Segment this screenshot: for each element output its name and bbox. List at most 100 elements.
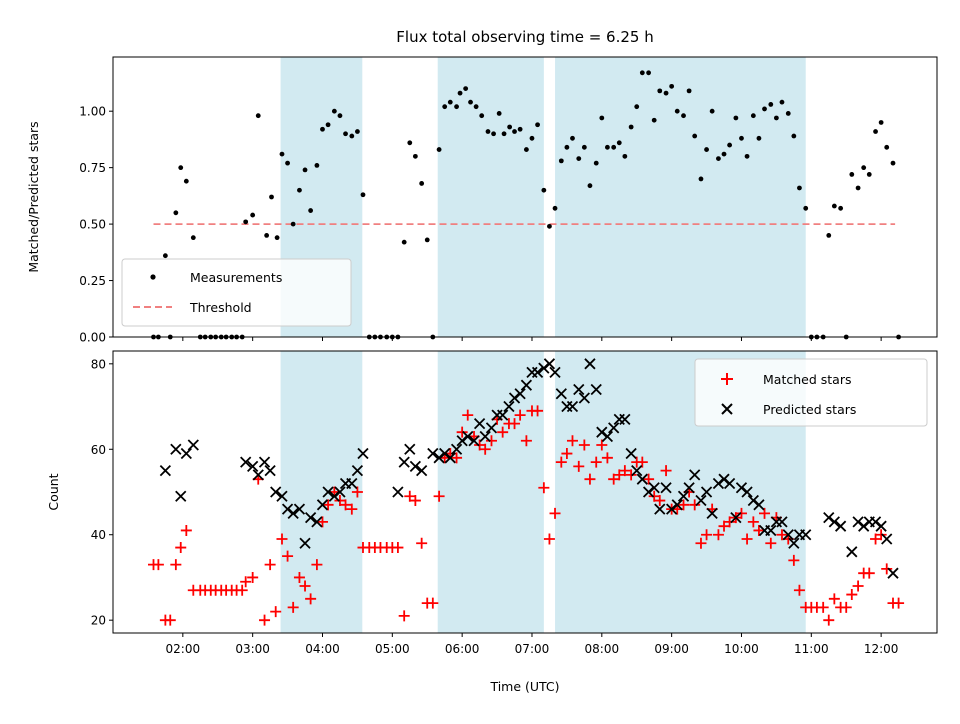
data-point (681, 113, 686, 119)
data-point (293, 571, 305, 583)
data-point (479, 443, 491, 455)
data-point (776, 529, 788, 541)
data-point (873, 129, 878, 134)
x-tick-label: 08:00 (585, 642, 620, 656)
data-point (497, 409, 509, 421)
y-tick-label: 0.00 (79, 331, 106, 345)
y-tick-label: 0.75 (79, 161, 106, 175)
data-point (180, 447, 192, 460)
data-point (706, 507, 718, 520)
data-point (555, 388, 567, 400)
data-point (834, 520, 847, 532)
data-point (870, 533, 882, 545)
legend-label-measurements: Measurements (190, 270, 282, 285)
data-point (753, 524, 765, 536)
data-point (180, 524, 192, 536)
data-point (416, 537, 428, 549)
data-point (750, 113, 756, 119)
data-point (183, 178, 189, 184)
data-point (316, 499, 329, 511)
data-point (561, 448, 573, 460)
data-point (593, 160, 599, 166)
data-point (678, 499, 690, 511)
data-point (412, 153, 418, 159)
data-point (164, 614, 176, 626)
data-point (170, 443, 182, 455)
data-point (788, 554, 800, 566)
data-point (689, 499, 701, 511)
data-point (648, 482, 660, 494)
data-point (654, 503, 666, 515)
data-point (636, 456, 648, 468)
data-point (552, 205, 558, 211)
data-point (611, 144, 617, 150)
data-point (427, 447, 439, 460)
data-point (581, 144, 587, 150)
y-tick-label: 60 (91, 443, 106, 457)
data-point (308, 208, 314, 213)
data-point (343, 131, 348, 137)
data-point (175, 542, 187, 554)
chart-title: Flux total observing time = 6.25 h (396, 28, 653, 46)
data-point (828, 593, 840, 605)
data-point (846, 589, 858, 601)
data-point (558, 158, 564, 164)
data-point (785, 111, 791, 116)
data-point (340, 499, 352, 511)
data-point (718, 473, 730, 485)
data-point (311, 516, 323, 528)
x-tick-label: 11:00 (794, 642, 829, 656)
data-point (721, 151, 727, 157)
data-point (709, 108, 715, 114)
data-point (631, 464, 643, 477)
data-point (875, 529, 887, 541)
panel-frame (112, 350, 938, 634)
top-legend-box (121, 258, 352, 327)
data-point (773, 115, 779, 121)
data-point (849, 172, 855, 177)
data-point (473, 104, 479, 110)
data-point (404, 443, 416, 455)
data-point (454, 104, 459, 110)
data-point (501, 131, 507, 137)
data-point (252, 469, 264, 481)
data-point (776, 516, 788, 528)
data-point (520, 379, 533, 391)
data-point (351, 464, 364, 477)
data-point (646, 70, 651, 76)
data-point (290, 221, 296, 227)
data-point (590, 383, 602, 396)
data-point (462, 409, 474, 421)
data-point (247, 460, 259, 473)
data-point (491, 131, 496, 137)
data-point (747, 516, 759, 528)
data-point (351, 486, 363, 498)
data-point (840, 601, 852, 613)
legend-marker-measurements (150, 274, 156, 280)
data-point (479, 113, 485, 119)
data-point (881, 533, 893, 545)
x-tick-label: 10:00 (724, 642, 759, 656)
data-point (625, 469, 637, 481)
data-point (416, 464, 428, 477)
data-point (178, 165, 184, 171)
data-point (314, 162, 320, 168)
data-point (887, 567, 899, 579)
y-tick-label: 40 (91, 528, 106, 542)
data-point (299, 580, 311, 592)
data-point (636, 473, 648, 485)
shaded-interval-2 (437, 57, 544, 337)
data-point (529, 135, 535, 141)
data-point (407, 140, 413, 146)
data-point (392, 486, 404, 498)
data-point (514, 409, 526, 421)
data-point (782, 529, 794, 541)
data-point (735, 482, 748, 494)
data-point (622, 153, 628, 159)
data-point (159, 464, 172, 477)
data-point (485, 435, 497, 447)
bottom-y-axis-label: Count (46, 473, 61, 510)
data-point (735, 507, 747, 519)
data-point (566, 400, 579, 413)
data-point (485, 422, 498, 434)
